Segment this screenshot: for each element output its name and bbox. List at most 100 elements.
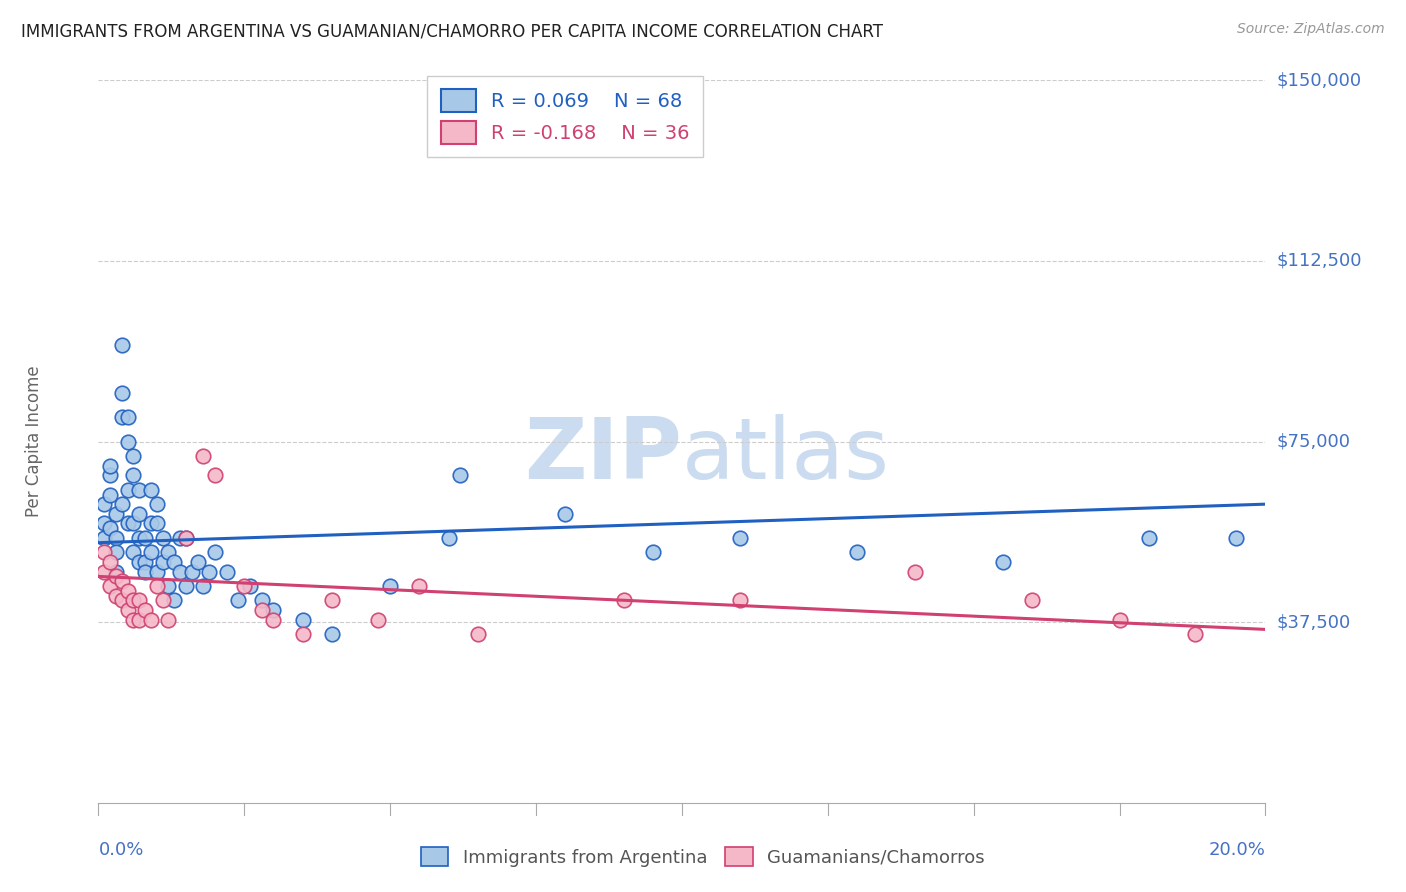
Point <box>157 579 180 593</box>
Point <box>117 434 139 449</box>
Point <box>104 569 127 583</box>
Point <box>180 565 202 579</box>
Point <box>730 531 752 545</box>
Point <box>98 555 121 569</box>
Point <box>157 545 180 559</box>
Point <box>262 613 284 627</box>
Point <box>163 593 186 607</box>
Point <box>152 555 174 569</box>
Point <box>467 627 489 641</box>
Point <box>233 579 256 593</box>
Point <box>134 603 156 617</box>
Point <box>98 579 121 593</box>
Point <box>98 468 121 483</box>
Point <box>846 545 869 559</box>
Point <box>146 497 169 511</box>
Point <box>104 589 127 603</box>
Point <box>93 497 115 511</box>
Point <box>321 593 343 607</box>
Point <box>93 545 115 559</box>
Point <box>117 516 139 531</box>
Point <box>111 386 134 401</box>
Point <box>215 565 238 579</box>
Point <box>98 521 121 535</box>
Point <box>1137 531 1160 545</box>
Point <box>169 531 191 545</box>
Point <box>380 579 402 593</box>
Point <box>122 613 145 627</box>
Point <box>111 574 134 589</box>
Point <box>93 516 115 531</box>
Point <box>250 603 273 617</box>
Point <box>117 410 139 425</box>
Point <box>198 565 221 579</box>
Text: $150,000: $150,000 <box>1277 71 1361 89</box>
Text: $75,000: $75,000 <box>1277 433 1351 450</box>
Point <box>117 603 139 617</box>
Point <box>321 627 343 641</box>
Point <box>122 593 145 607</box>
Point <box>152 531 174 545</box>
Point <box>134 565 156 579</box>
Point <box>262 603 284 617</box>
Point <box>250 593 273 607</box>
Point <box>157 613 180 627</box>
Point <box>1225 531 1247 545</box>
Point <box>128 555 150 569</box>
Point <box>139 483 162 497</box>
Point <box>111 497 134 511</box>
Point <box>134 531 156 545</box>
Point <box>449 468 471 483</box>
Point <box>163 555 186 569</box>
Point <box>193 579 215 593</box>
Point <box>204 545 226 559</box>
Point <box>128 531 150 545</box>
Point <box>174 531 197 545</box>
Text: 0.0%: 0.0% <box>98 841 143 859</box>
Text: $112,500: $112,500 <box>1277 252 1362 270</box>
Point <box>1184 627 1206 641</box>
Point <box>134 555 156 569</box>
Point <box>128 507 150 521</box>
Point <box>104 507 127 521</box>
Point <box>117 583 139 598</box>
Point <box>239 579 262 593</box>
Point <box>128 593 150 607</box>
Point <box>111 410 134 425</box>
Point <box>139 613 162 627</box>
Point <box>204 468 226 483</box>
Point <box>228 593 250 607</box>
Point <box>139 545 162 559</box>
Legend: R = 0.069    N = 68, R = -0.168    N = 36: R = 0.069 N = 68, R = -0.168 N = 36 <box>427 76 703 157</box>
Point <box>991 555 1014 569</box>
Point <box>437 531 460 545</box>
Point <box>93 565 115 579</box>
Point <box>174 579 197 593</box>
Point <box>117 483 139 497</box>
Point <box>193 449 215 463</box>
Point <box>146 565 169 579</box>
Text: atlas: atlas <box>682 415 890 498</box>
Point <box>291 627 314 641</box>
Point <box>128 483 150 497</box>
Point <box>111 593 134 607</box>
Point <box>641 545 664 559</box>
Point <box>139 516 162 531</box>
Point <box>730 593 752 607</box>
Point <box>169 565 191 579</box>
Text: 20.0%: 20.0% <box>1209 841 1265 859</box>
Point <box>122 449 145 463</box>
Point <box>367 613 389 627</box>
Point <box>104 545 127 559</box>
Text: $37,500: $37,500 <box>1277 613 1351 632</box>
Point <box>98 487 121 501</box>
Point <box>111 338 134 352</box>
Point <box>122 545 145 559</box>
Text: IMMIGRANTS FROM ARGENTINA VS GUAMANIAN/CHAMORRO PER CAPITA INCOME CORRELATION CH: IMMIGRANTS FROM ARGENTINA VS GUAMANIAN/C… <box>21 22 883 40</box>
Point <box>152 593 174 607</box>
Text: ZIP: ZIP <box>524 415 682 498</box>
Point <box>146 579 169 593</box>
Point <box>128 613 150 627</box>
Point <box>1108 613 1130 627</box>
Point <box>187 555 209 569</box>
